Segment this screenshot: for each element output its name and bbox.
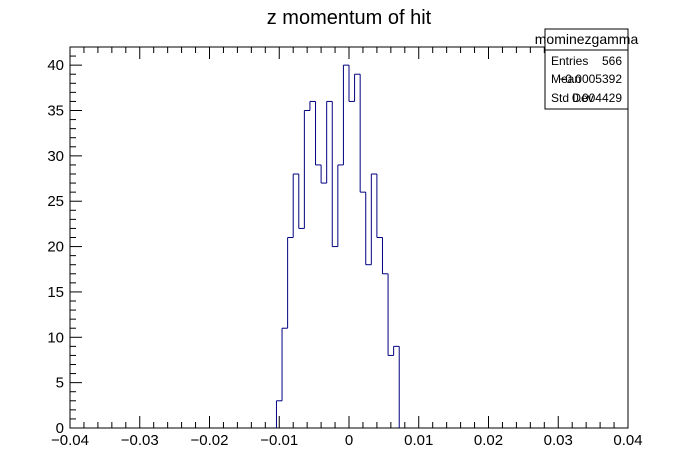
x-tick-label: −0.01 <box>260 432 298 449</box>
stats-box: mominezgamma Entries 566 Mean −0.0005392… <box>535 28 639 110</box>
stats-stddev-label: Std Dev <box>551 91 594 105</box>
stats-mean-label: Mean <box>551 72 581 86</box>
x-tick-label: −0.03 <box>121 432 159 449</box>
y-tick-label: 10 <box>47 329 64 346</box>
x-tick-label: −0.02 <box>191 432 229 449</box>
y-tick-label: 40 <box>47 57 64 74</box>
x-tick-label: 0.02 <box>474 432 503 449</box>
stats-box-frame <box>544 28 629 110</box>
y-tick-label: 25 <box>47 193 64 210</box>
stats-entries-value: 566 <box>602 54 622 68</box>
y-tick-label: 35 <box>47 103 64 120</box>
stats-stddev-value: 0.004429 <box>572 91 622 105</box>
x-tick-label: 0 <box>345 432 353 449</box>
stats-entries-label: Entries <box>551 54 588 68</box>
x-axis: −0.04 −0.03 −0.02 −0.01 0 0.01 0.02 0.03 0.04 <box>51 47 643 449</box>
y-tick-label: 5 <box>56 375 64 392</box>
x-tick-label: 0.04 <box>613 432 642 449</box>
y-tick-label: 30 <box>47 148 64 165</box>
chart-title: z momentum of hit <box>267 7 432 29</box>
stats-mean-value: −0.0005392 <box>558 72 622 86</box>
y-tick-label: 15 <box>47 284 64 301</box>
stats-histogram-name: mominezgamma <box>535 31 639 47</box>
x-tick-label: 0.03 <box>544 432 573 449</box>
y-axis: 0 5 10 15 20 25 30 35 40 <box>47 46 82 437</box>
histogram-series <box>275 64 400 428</box>
x-tick-label: −0.04 <box>51 432 89 449</box>
y-tick-label: 20 <box>47 239 64 256</box>
x-tick-label: 0.01 <box>404 432 433 449</box>
y-tick-label: 0 <box>56 420 64 437</box>
